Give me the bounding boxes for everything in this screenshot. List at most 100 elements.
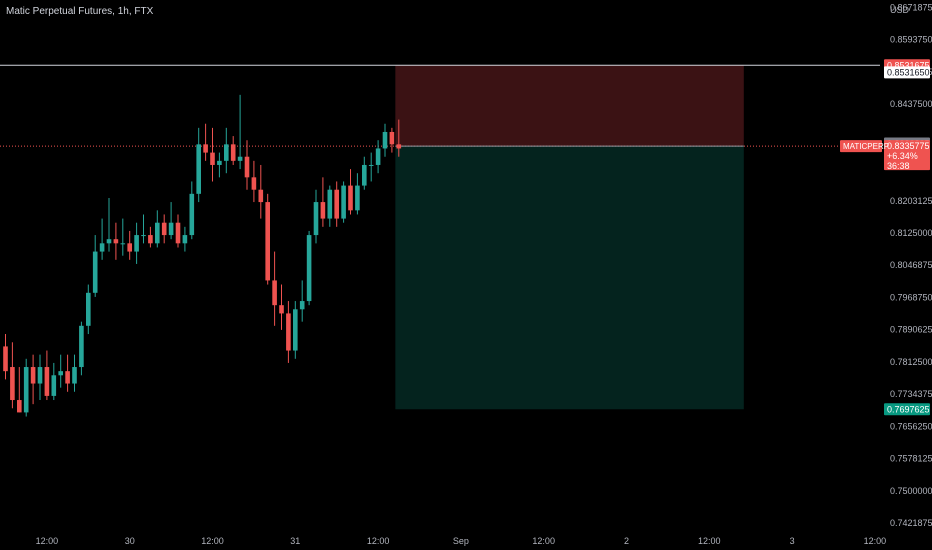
candle-body (44, 367, 50, 396)
candle-body (265, 202, 270, 281)
candle-body (210, 152, 215, 165)
time-tick-label: 31 (290, 536, 300, 546)
target-price-label-bg (884, 403, 930, 416)
candle-body (196, 144, 201, 194)
candle-body (155, 222, 160, 244)
candle-body (396, 144, 402, 149)
candle-body (17, 400, 22, 413)
price-tick-label: 0.7656250 (890, 421, 932, 431)
candle-body (189, 193, 195, 236)
candle-body (272, 280, 277, 306)
candle-body (175, 222, 181, 244)
candle-body (120, 243, 126, 245)
price-tick-label: 0.8671875 (890, 2, 932, 12)
candle-body (224, 144, 229, 161)
time-tick-label: 12:00 (367, 536, 390, 546)
stop-loss-zone (395, 65, 744, 147)
candle-body (141, 235, 146, 237)
candle-body (279, 305, 284, 314)
candle-body (37, 367, 43, 384)
candle-body (148, 235, 153, 244)
candle-body (3, 346, 8, 372)
candle-body (334, 189, 339, 219)
candle-body (30, 367, 36, 384)
price-tick-label: 0.7421875 (890, 518, 932, 528)
candle-body (58, 371, 63, 376)
stop-price-label: 0.8531675 (887, 60, 930, 70)
candle-body (327, 189, 333, 219)
time-tick-label: 3 (790, 536, 795, 546)
candle-body (375, 148, 381, 165)
candle-body (217, 160, 222, 165)
candle-body (203, 144, 208, 153)
price-tick-label: 0.7734375 (890, 389, 932, 399)
candle-body (362, 164, 367, 186)
candle-body (127, 243, 132, 252)
time-tick-label: 12:00 (864, 536, 887, 546)
candle-body (10, 367, 15, 401)
time-tick-label: 12:00 (532, 536, 555, 546)
candle-body (368, 164, 374, 166)
price-tick-label: 0.8046875 (890, 260, 932, 270)
symbol-tag-bg (840, 140, 882, 153)
candle-body (389, 131, 395, 145)
candle-body (341, 185, 346, 219)
price-tick-label: 0.7578125 (890, 454, 932, 464)
candle-body (299, 301, 305, 310)
candle-body (72, 367, 77, 384)
candle-body (355, 185, 360, 211)
chart-title: Matic Perpetual Futures, 1h, FTX (6, 6, 154, 17)
price-tick-label: 0.8437500 (890, 99, 932, 109)
candle-body (348, 185, 353, 211)
hline-price-label-bg (884, 66, 930, 79)
symbol-tag: MATICPERP (843, 142, 889, 151)
candle-body (23, 367, 29, 413)
candle-body (306, 235, 312, 302)
candle-body (251, 177, 257, 190)
price-tick-label: 0.8593750 (890, 35, 932, 45)
current-price-bg (884, 140, 930, 171)
time-tick-label: 30 (125, 536, 135, 546)
target-price-label: 0.7697625 (887, 404, 930, 414)
take-profit-zone (395, 146, 744, 410)
time-tick-label: 2 (624, 536, 629, 546)
candle-body (237, 156, 243, 161)
candle-body (286, 313, 291, 351)
candle-body (168, 222, 174, 236)
candle-body (320, 202, 326, 219)
candle-body (92, 251, 98, 293)
candle-body (113, 239, 119, 244)
price-tick-label: 0.7500000 (890, 486, 932, 496)
countdown-label: 36:38 (887, 161, 910, 171)
candle-body (313, 202, 319, 236)
time-tick-label: Sep (453, 536, 469, 546)
candle-body (258, 189, 264, 203)
candle-body (79, 325, 84, 368)
candle-body (65, 371, 70, 384)
candle-body (382, 131, 388, 149)
candle-body (293, 309, 298, 351)
price-tick-label: 0.7812500 (890, 357, 932, 367)
candle-body (106, 239, 112, 244)
candle-body (161, 222, 167, 236)
candle-body (134, 235, 139, 252)
time-tick-label: 12:00 (201, 536, 224, 546)
candle-body (99, 243, 105, 252)
currency-label: USD (890, 5, 910, 15)
current-price-label: 0.8335775 (887, 141, 930, 151)
price-tick-label: 0.7968750 (890, 292, 932, 302)
time-tick-label: 12:00 (36, 536, 59, 546)
price-tick-label: 0.8125000 (890, 228, 932, 238)
candle-body (182, 235, 188, 244)
price-tick-label: 0.7890625 (890, 325, 932, 335)
candle-body (244, 156, 250, 178)
time-tick-label: 12:00 (698, 536, 721, 546)
price-change-label: +6.34% (887, 151, 918, 161)
candle-body (230, 144, 236, 161)
candle-body (51, 375, 57, 396)
hline-price-label: 0.8531650 (887, 67, 930, 77)
price-tick-label: 0.8203125 (890, 196, 932, 206)
candle-body (86, 292, 91, 326)
